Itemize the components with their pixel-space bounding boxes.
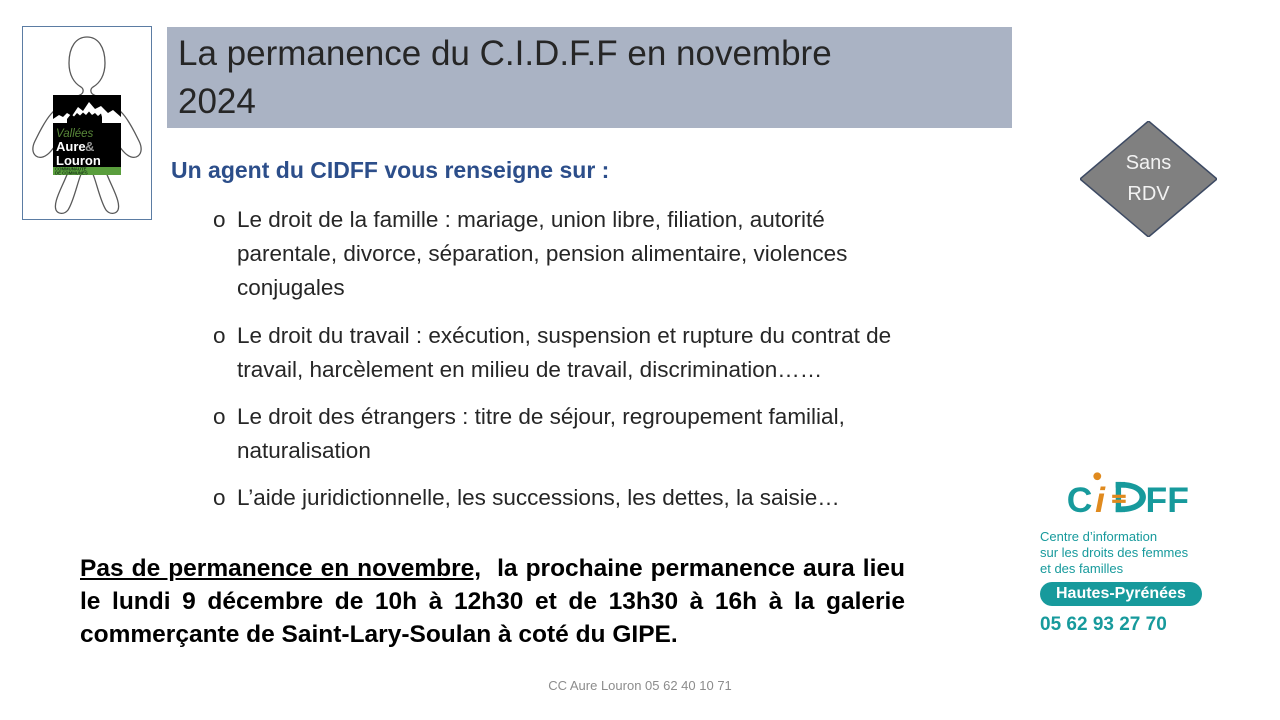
svg-text:i: i (1095, 480, 1106, 520)
svg-text:DE COMMUNES: DE COMMUNES (55, 170, 88, 175)
svg-text:FF: FF (1146, 480, 1189, 520)
svg-text:C: C (1067, 480, 1093, 520)
svg-text:&: & (85, 139, 94, 154)
svg-text:Aure: Aure (56, 139, 86, 154)
